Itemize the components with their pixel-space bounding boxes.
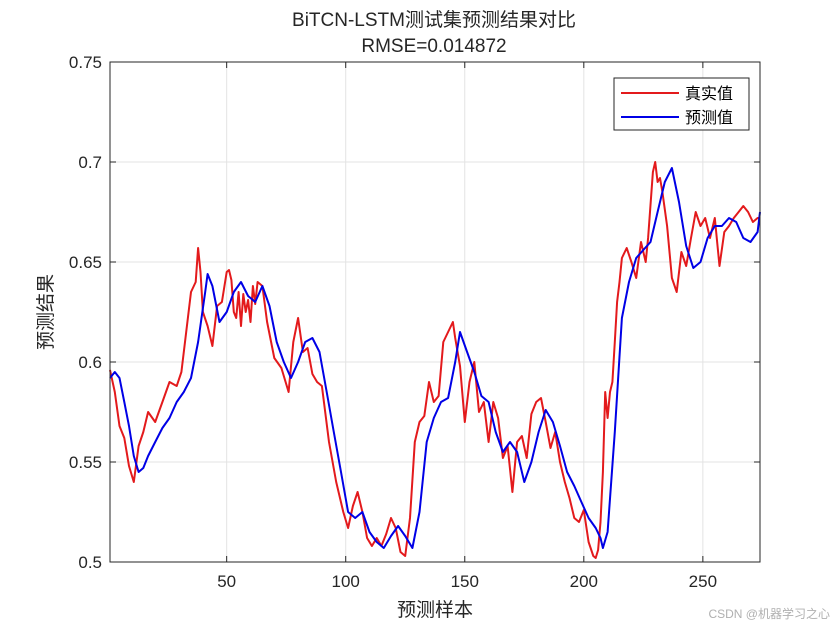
y-tick-label: 0.65	[69, 253, 102, 272]
plot-background	[110, 62, 760, 562]
watermark: CSDN @机器学习之心	[708, 606, 830, 621]
y-tick-labels: 0.5 0.55 0.6 0.65 0.7 0.75	[69, 53, 102, 572]
y-axis-label: 预测结果	[35, 274, 57, 350]
chart-title: BiTCN-LSTM测试集预测结果对比	[292, 9, 576, 31]
x-axis-label: 预测样本	[397, 599, 473, 621]
y-tick-label: 0.6	[78, 353, 102, 372]
legend-box	[613, 77, 750, 131]
y-tick-label: 0.75	[69, 53, 102, 72]
series-layer	[109, 161, 761, 559]
chart-subtitle: RMSE=0.014872	[361, 36, 506, 57]
x-tick-labels: 50 100 150 200 250	[217, 572, 717, 591]
y-tick-label: 0.55	[69, 453, 102, 472]
legend: 真实值 预测值	[613, 77, 750, 131]
plot-frame	[109, 61, 761, 563]
x-tick-label: 150	[451, 572, 479, 591]
grid	[110, 62, 760, 562]
legend-label-predicted: 预测值	[685, 108, 733, 127]
y-tick-label: 0.7	[78, 153, 102, 172]
plot-area	[109, 61, 761, 563]
axis-ticks	[110, 61, 760, 563]
legend-label-actual: 真实值	[685, 84, 733, 103]
series-line-actual	[109, 161, 760, 559]
x-tick-label: 50	[217, 572, 236, 591]
x-tick-label: 200	[570, 572, 598, 591]
x-tick-label: 100	[332, 572, 360, 591]
x-tick-label: 250	[689, 572, 717, 591]
y-tick-label: 0.5	[78, 553, 102, 572]
series-line-predicted	[109, 167, 761, 549]
